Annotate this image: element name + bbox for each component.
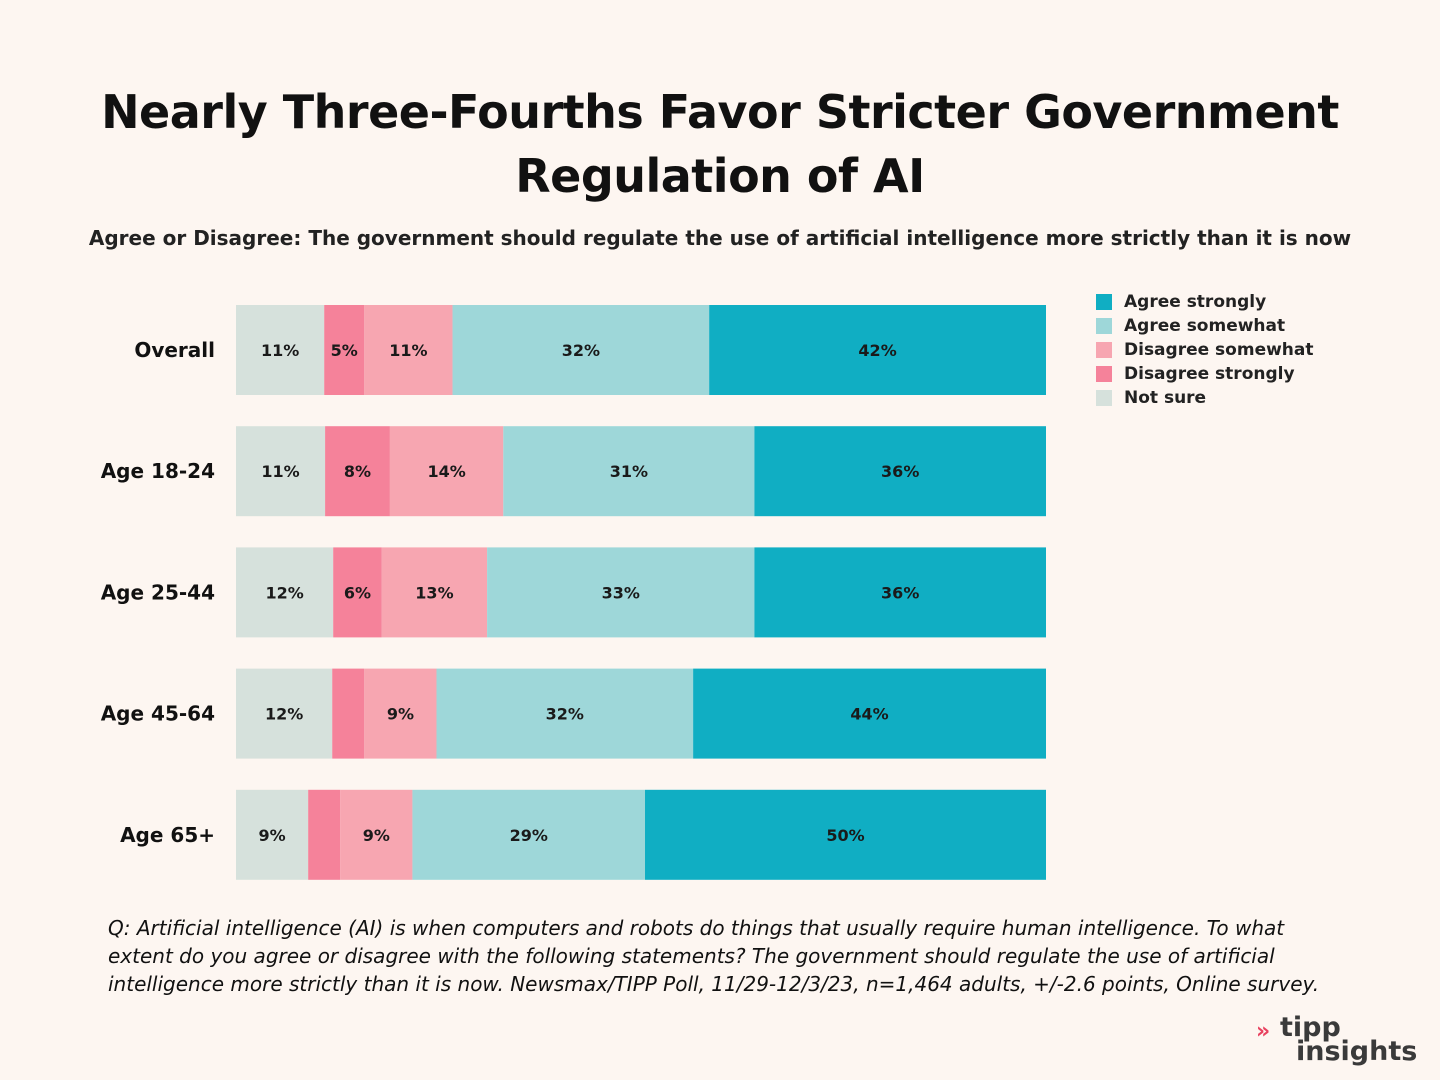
- legend-label: Disagree strongly: [1124, 364, 1295, 384]
- data-label: 44%: [850, 705, 888, 724]
- chart-subtitle: Agree or Disagree: The government should…: [88, 226, 1352, 250]
- bar-segment: [332, 668, 365, 759]
- legend-item: Disagree strongly: [1096, 362, 1314, 386]
- data-label: 9%: [259, 826, 286, 845]
- data-label: 9%: [387, 705, 414, 724]
- data-label: 29%: [510, 826, 548, 845]
- data-label: 32%: [562, 341, 600, 360]
- bar-segment: [236, 547, 334, 638]
- legend-swatch: [1096, 294, 1112, 310]
- data-label: 14%: [427, 462, 465, 481]
- data-label: 5%: [331, 341, 358, 360]
- bar-segment: [754, 547, 1046, 638]
- bar-segment: [236, 789, 309, 880]
- logo-arrow-icon: »: [1256, 1019, 1270, 1044]
- data-label: 33%: [602, 583, 640, 602]
- bar-segment: [364, 668, 437, 759]
- data-label: 42%: [858, 341, 896, 360]
- bar-segment: [487, 547, 755, 638]
- bar-segment: [389, 426, 504, 517]
- data-label: 11%: [389, 341, 427, 360]
- bar-segment: [333, 547, 382, 638]
- chart-title: Nearly Three-Fourths Favor Stricter Gove…: [101, 85, 1339, 203]
- data-label: 11%: [261, 462, 299, 481]
- category-label: Age 18-24: [101, 459, 215, 483]
- legend-label: Disagree somewhat: [1124, 340, 1314, 360]
- bar-segment: [645, 789, 1046, 880]
- legend-item: Disagree somewhat: [1096, 338, 1314, 362]
- survey-footnote: Q: Artificial intelligence (AI) is when …: [108, 916, 1320, 996]
- bar-segment: [236, 426, 326, 517]
- bar-segment: [709, 305, 1046, 395]
- data-label: 31%: [610, 462, 648, 481]
- data-label: 12%: [265, 705, 303, 724]
- category-label: Age 25-44: [101, 580, 215, 604]
- logo-text-tipp: tipp: [1280, 1012, 1341, 1043]
- bar-segment: [754, 426, 1046, 517]
- category-label: Overall: [134, 338, 215, 362]
- logo-text-insights: insights: [1296, 1036, 1418, 1067]
- bar-segment: [236, 305, 325, 395]
- data-label: 8%: [344, 462, 371, 481]
- tipp-insights-logo: » tipp insights: [1254, 1012, 1418, 1072]
- bar-segment: [325, 426, 390, 517]
- legend-swatch: [1096, 366, 1112, 382]
- legend-item: Agree somewhat: [1096, 314, 1314, 338]
- bar-segment: [324, 305, 365, 395]
- stacked-bar-chart: Overall 11% 5% 11% 32% 42% Age 18-24 11% 8% 14% 31…: [101, 305, 1046, 880]
- legend-swatch: [1096, 318, 1112, 334]
- data-label: 11%: [261, 341, 299, 360]
- category-label: Age 45-64: [101, 702, 215, 726]
- legend-item: Agree strongly: [1096, 290, 1314, 314]
- legend-swatch: [1096, 342, 1112, 358]
- data-label: 36%: [881, 583, 919, 602]
- bar-segment: [236, 668, 333, 759]
- data-label: 50%: [826, 826, 864, 845]
- bar-segment: [340, 789, 413, 880]
- data-label: 12%: [265, 583, 303, 602]
- data-label: 9%: [363, 826, 390, 845]
- data-label: 36%: [881, 462, 919, 481]
- bar-segment: [452, 305, 710, 395]
- legend-swatch: [1096, 390, 1112, 406]
- data-label: 6%: [344, 583, 371, 602]
- bar-segment: [308, 789, 341, 880]
- legend-label: Agree somewhat: [1124, 316, 1286, 336]
- legend-item: Not sure: [1096, 386, 1314, 410]
- bar-segment: [412, 789, 646, 880]
- bar-segment: [381, 547, 488, 638]
- legend-label: Not sure: [1124, 388, 1207, 408]
- bar-segment: [693, 668, 1046, 759]
- bar-segment: [503, 426, 755, 517]
- bar-segment: [364, 305, 453, 395]
- chart-legend: Agree strongly Agree somewhat Disagree som…: [1096, 290, 1314, 410]
- data-label: 13%: [415, 583, 453, 602]
- bar-segment: [436, 668, 694, 759]
- legend-label: Agree strongly: [1124, 292, 1267, 312]
- category-label: Age 65+: [120, 823, 215, 847]
- data-label: 32%: [546, 705, 584, 724]
